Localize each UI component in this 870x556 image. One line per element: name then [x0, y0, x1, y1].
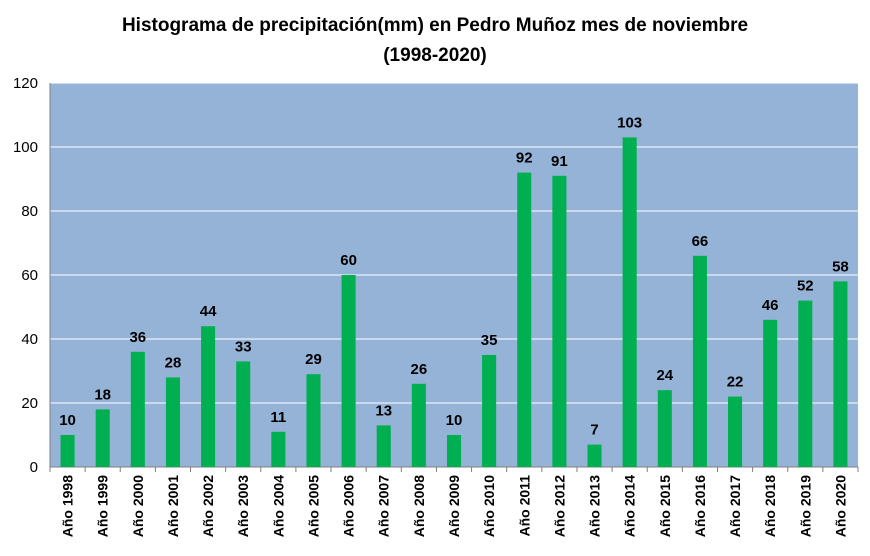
data-label: 7 — [590, 422, 598, 439]
data-label: 24 — [656, 367, 673, 384]
bar — [798, 300, 813, 467]
x-tick-label: Año 2018 — [762, 475, 778, 537]
x-tick-label: Año 1998 — [60, 475, 76, 537]
bar — [552, 175, 567, 468]
x-tick-label: Año 2004 — [270, 475, 286, 537]
data-label: 28 — [165, 354, 182, 371]
data-label: 58 — [832, 258, 849, 275]
x-tick-label: Año 2006 — [341, 475, 357, 537]
data-label: 36 — [129, 329, 146, 346]
y-tick-label: 80 — [21, 203, 38, 220]
x-tick-label: Año 2012 — [551, 475, 567, 537]
y-tick-label: 100 — [13, 139, 38, 156]
x-tick-label: Año 2020 — [832, 475, 848, 537]
data-label: 10 — [59, 412, 76, 429]
x-tick-label: Año 1999 — [95, 475, 111, 537]
x-tick-label: Año 2013 — [587, 475, 603, 537]
bar — [517, 172, 532, 467]
bar — [657, 390, 672, 467]
bar — [271, 431, 286, 467]
data-label: 18 — [94, 386, 111, 403]
data-label: 13 — [375, 402, 392, 419]
x-tick-label: Año 2000 — [130, 475, 146, 537]
y-tick-label: 0 — [30, 459, 38, 476]
x-tick-label: Año 2017 — [727, 475, 743, 537]
x-tick-label: Año 2002 — [200, 475, 216, 537]
data-label: 92 — [516, 150, 533, 167]
data-label: 66 — [692, 233, 709, 250]
x-tick-label: Año 2009 — [446, 475, 462, 537]
chart-title: Histograma de precipitación(mm) en Pedro… — [122, 15, 748, 36]
bar — [306, 374, 321, 467]
chart-subtitle: (1998-2020) — [383, 45, 487, 66]
bar — [376, 425, 391, 467]
bar — [587, 444, 602, 467]
x-tick-label: Año 2019 — [797, 475, 813, 537]
x-tick-labels: Año 1998 Año 1999 Año 2000 Año 2001 Año 2002… — [60, 475, 849, 537]
bar — [60, 435, 75, 467]
data-labels: 10 18 36 28 44 33 11 29 60 13 26 10 35 92 91 7 103 24 66 22… — [59, 114, 849, 438]
gridlines — [50, 82, 858, 404]
data-label: 103 — [617, 114, 642, 131]
data-label: 29 — [305, 351, 322, 368]
bar — [201, 326, 216, 467]
x-tick-label: Año 2008 — [411, 475, 427, 537]
bar — [692, 255, 707, 467]
bar — [763, 319, 778, 467]
data-label: 10 — [446, 412, 463, 429]
bar — [341, 275, 356, 467]
y-tick-label: 120 — [13, 75, 38, 92]
y-tick-label: 20 — [21, 395, 38, 412]
data-label: 46 — [762, 297, 779, 314]
bar — [446, 435, 462, 467]
data-label: 91 — [551, 153, 568, 170]
bars — [60, 137, 848, 468]
bar — [411, 383, 426, 467]
y-tick-label: 60 — [21, 267, 38, 284]
x-tick-label: Año 2001 — [165, 475, 181, 537]
bar — [95, 409, 110, 467]
x-tick-label: Año 2003 — [235, 475, 251, 537]
data-label: 22 — [727, 374, 744, 391]
data-label: 44 — [200, 303, 217, 320]
bar — [833, 281, 848, 467]
x-tick-label: Año 2016 — [692, 475, 708, 537]
data-label: 35 — [481, 332, 498, 349]
x-tick-label: Año 2011 — [516, 475, 532, 537]
y-tick-label: 40 — [21, 331, 38, 348]
x-tick-label: Año 2015 — [657, 475, 673, 537]
x-tick-label: Año 2005 — [305, 475, 321, 537]
x-tick-label: Año 2010 — [481, 475, 497, 537]
x-tick-label: Año 2014 — [622, 475, 638, 537]
data-label: 60 — [340, 252, 357, 269]
bar — [482, 355, 497, 467]
bar — [728, 396, 743, 467]
data-label: 52 — [797, 278, 814, 295]
bar — [165, 377, 180, 467]
x-tick-label: Año 2007 — [376, 475, 392, 537]
data-label: 26 — [411, 361, 428, 378]
data-label: 33 — [235, 338, 252, 355]
bar — [622, 137, 637, 467]
bar — [236, 361, 251, 467]
y-tick-labels: 0 20 40 60 80 100 120 — [13, 75, 38, 476]
data-label: 11 — [270, 409, 286, 426]
bar — [130, 351, 145, 467]
